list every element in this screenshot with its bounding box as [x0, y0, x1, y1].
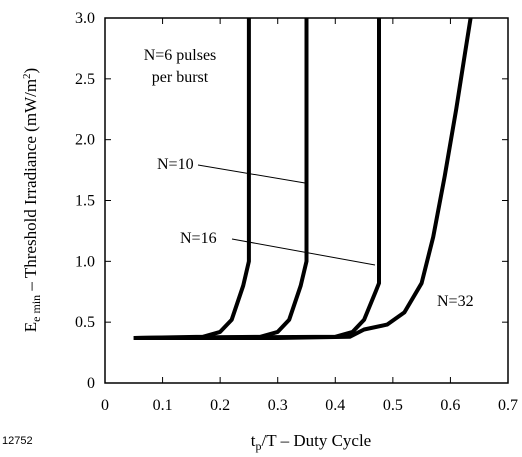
- annotation-n32: N=32: [437, 293, 474, 310]
- x-tick-label: 0.5: [383, 397, 403, 414]
- series-line-1: [133, 18, 251, 340]
- figure-id: 12752: [2, 435, 33, 447]
- annotation-n6-line2: per burst: [152, 69, 209, 86]
- annotation-n10: N=10: [157, 156, 194, 173]
- series-line-3: [133, 18, 381, 340]
- series-line-2: [133, 18, 309, 340]
- leader-n10: [197, 164, 306, 184]
- y-tick-label: 0: [87, 375, 95, 392]
- y-tick-label: 2.0: [75, 132, 95, 149]
- annotation-leaders: [197, 164, 376, 266]
- y-tick-label: 2.5: [75, 71, 95, 88]
- y-tick-label: 3.0: [75, 10, 95, 27]
- annotation-n6-line1: N=6 pulses: [144, 47, 217, 64]
- y-tick-label: 1.0: [75, 253, 95, 270]
- y-tick-label: 0.5: [75, 314, 95, 331]
- x-axis-label: tp/T – Duty Cycle: [251, 431, 371, 453]
- y-tick-label: 1.5: [75, 193, 95, 210]
- x-tick-label: 0.1: [153, 397, 173, 414]
- x-tick-label: 0.4: [325, 397, 345, 414]
- annotation-n16: N=16: [180, 230, 217, 247]
- leader-n16: [231, 238, 376, 266]
- series-line-4: [133, 17, 473, 340]
- annotations: N=6 pulses per burst N=10 N=16 N=32: [144, 47, 474, 310]
- x-tick-label: 0.6: [440, 397, 460, 414]
- x-tick-label: 0: [101, 397, 109, 414]
- axis-ticks: 0 0.1 0.2 0.3 0.4 0.5 0.6 0.7 0 0.5 1.0 1.5 2.0 2.5 3.…: [75, 10, 518, 414]
- x-tick-label: 0.3: [268, 397, 288, 414]
- series-layer: [133, 17, 473, 340]
- x-tick-label: 0.2: [210, 397, 230, 414]
- x-tick-label: 0.7: [498, 397, 518, 414]
- y-axis-label: Ee min – Threshold Irradiance (mW/m2): [21, 68, 43, 332]
